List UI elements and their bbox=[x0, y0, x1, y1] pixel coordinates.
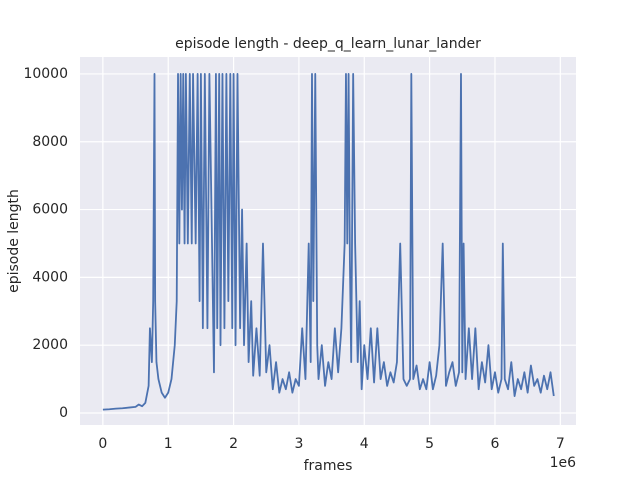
y-tick-label: 2000 bbox=[32, 337, 68, 353]
data-line bbox=[102, 73, 555, 411]
x-tick-label: 5 bbox=[425, 436, 434, 452]
chart-title: episode length - deep_q_learn_lunar_land… bbox=[175, 36, 481, 52]
x-tick-label: 3 bbox=[294, 436, 303, 452]
x-tick-label: 6 bbox=[491, 436, 500, 452]
y-tick-label: 6000 bbox=[32, 202, 68, 218]
x-tick-label: 2 bbox=[229, 436, 238, 452]
y-tick-label: 8000 bbox=[32, 134, 68, 150]
x-offset-label: 1e6 bbox=[550, 455, 577, 471]
y-tick-label: 10000 bbox=[23, 66, 68, 82]
y-tick-label: 4000 bbox=[32, 269, 68, 285]
y-tick-label: 0 bbox=[59, 405, 68, 421]
x-tick-label: 0 bbox=[98, 436, 107, 452]
x-tick-label: 4 bbox=[360, 436, 369, 452]
x-axis-label: frames bbox=[304, 458, 353, 474]
x-tick-label: 7 bbox=[556, 436, 565, 452]
y-axis-label: episode length bbox=[6, 189, 22, 293]
x-tick-label: 1 bbox=[164, 436, 173, 452]
